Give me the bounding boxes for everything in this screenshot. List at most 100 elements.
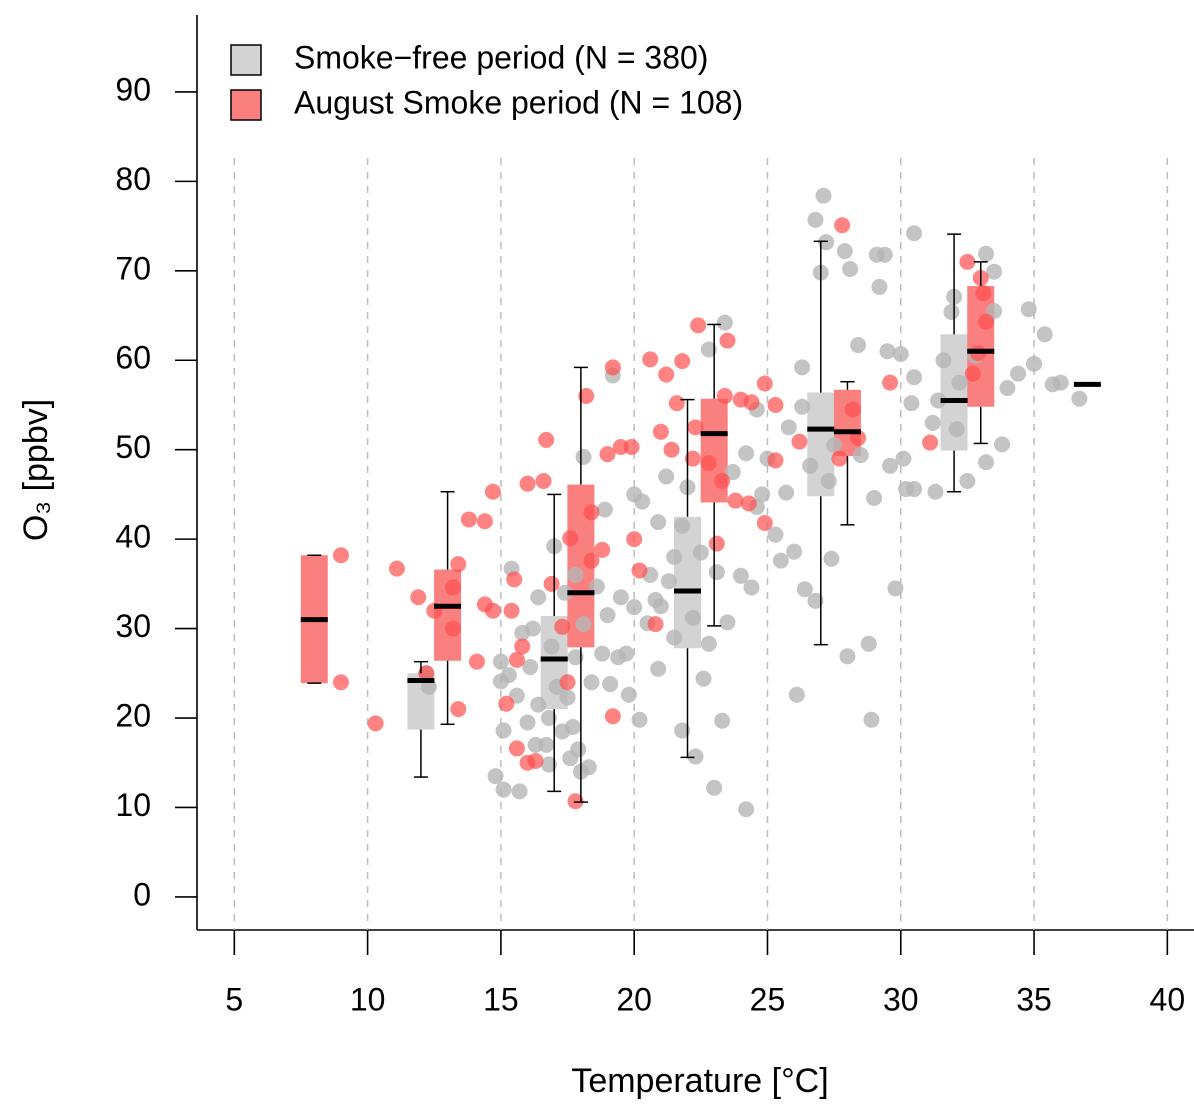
- point: [719, 332, 736, 349]
- point: [802, 457, 819, 474]
- point: [538, 431, 555, 448]
- point: [508, 651, 525, 668]
- point: [732, 567, 749, 584]
- point: [906, 481, 923, 498]
- point: [524, 620, 541, 637]
- point: [543, 638, 560, 655]
- point: [535, 472, 552, 489]
- point: [556, 584, 573, 601]
- point: [604, 359, 621, 376]
- point: [444, 579, 461, 596]
- point: [620, 686, 637, 703]
- point: [540, 756, 557, 773]
- point: [943, 303, 960, 320]
- point: [986, 263, 1003, 280]
- point: [743, 394, 760, 411]
- point: [844, 401, 861, 418]
- point: [570, 741, 587, 758]
- legend-swatch: [230, 89, 262, 121]
- y-tick-label: 40: [115, 519, 151, 555]
- point: [618, 645, 635, 662]
- point: [780, 419, 797, 436]
- y-tick-label: 30: [115, 608, 151, 644]
- point: [684, 609, 701, 626]
- point: [903, 395, 920, 412]
- point: [674, 353, 691, 370]
- point: [500, 667, 517, 684]
- point: [951, 374, 968, 391]
- point: [519, 714, 536, 731]
- point: [604, 708, 621, 725]
- point: [935, 352, 952, 369]
- point: [562, 530, 579, 547]
- y-tick-label: 90: [115, 71, 151, 107]
- point: [543, 575, 560, 592]
- point: [684, 450, 701, 467]
- point: [506, 571, 523, 588]
- point: [791, 433, 808, 450]
- point: [820, 472, 837, 489]
- point: [1071, 390, 1088, 407]
- point: [583, 504, 600, 521]
- point: [332, 547, 349, 564]
- y-tick-label: 50: [115, 429, 151, 465]
- point: [476, 513, 493, 530]
- point: [714, 472, 731, 489]
- point: [959, 472, 976, 489]
- point: [692, 544, 709, 561]
- y-tick-label: 0: [133, 876, 151, 912]
- point: [906, 225, 923, 242]
- point: [660, 573, 677, 590]
- point: [668, 395, 685, 412]
- point: [866, 489, 883, 506]
- point: [927, 483, 944, 500]
- point: [767, 452, 784, 469]
- point: [876, 246, 893, 263]
- point: [708, 535, 725, 552]
- point: [706, 779, 723, 796]
- point: [690, 317, 707, 334]
- point: [786, 543, 803, 560]
- point: [666, 629, 683, 646]
- point: [724, 464, 741, 481]
- point: [444, 620, 461, 637]
- point: [719, 614, 736, 631]
- point: [892, 345, 909, 362]
- point: [836, 243, 853, 260]
- y-axis-title: O₃ [ppbv]: [17, 399, 55, 541]
- point: [794, 398, 811, 415]
- point: [658, 468, 675, 485]
- point: [674, 517, 691, 534]
- point: [738, 445, 755, 462]
- point: [882, 374, 899, 391]
- point: [594, 541, 611, 558]
- y-tick-label: 10: [115, 787, 151, 823]
- point: [623, 439, 640, 456]
- point: [666, 549, 683, 566]
- point: [834, 217, 851, 234]
- point: [767, 526, 784, 543]
- legend-label: August Smoke period (N = 108): [294, 84, 743, 120]
- point: [631, 562, 648, 579]
- point: [647, 616, 664, 633]
- point: [450, 701, 467, 718]
- point: [756, 515, 773, 532]
- point: [511, 783, 528, 800]
- point: [948, 421, 965, 438]
- point: [714, 712, 731, 729]
- point: [487, 768, 504, 785]
- point: [882, 457, 899, 474]
- point: [599, 446, 616, 463]
- point: [1052, 374, 1069, 391]
- point: [756, 375, 773, 392]
- point: [700, 635, 717, 652]
- point: [839, 648, 856, 665]
- point: [580, 759, 597, 776]
- point: [650, 514, 667, 531]
- x-axis-title: Temperature [°C]: [571, 1062, 828, 1100]
- x-tick-label: 25: [750, 981, 786, 1017]
- point: [716, 388, 733, 405]
- point: [978, 454, 995, 471]
- point: [700, 455, 717, 472]
- y-tick-label: 60: [115, 340, 151, 376]
